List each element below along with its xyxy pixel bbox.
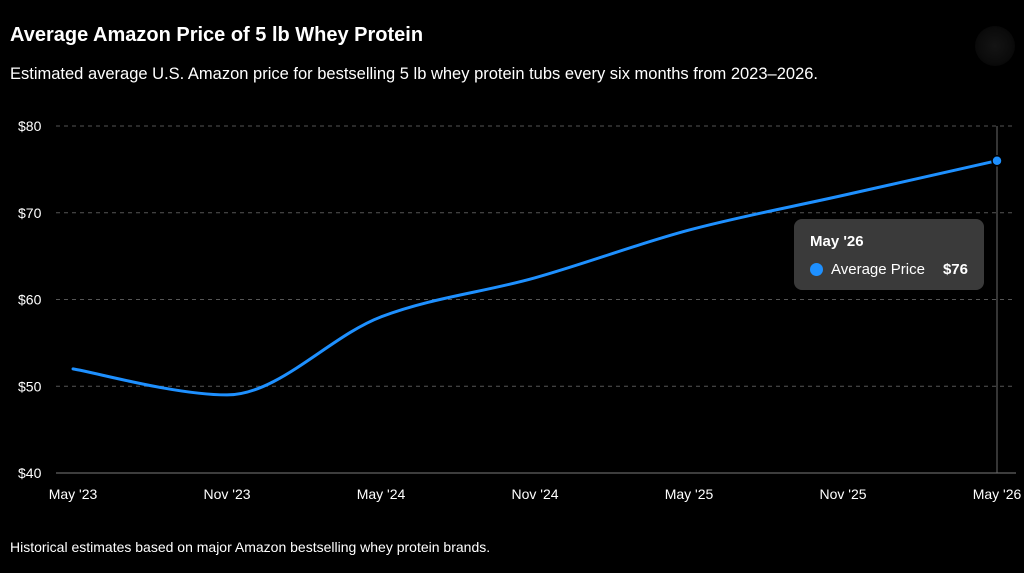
y-tick-label: $70 bbox=[18, 205, 42, 221]
y-tick-label: $40 bbox=[18, 465, 42, 481]
tooltip-series-color-icon bbox=[810, 263, 823, 276]
chart-title: Average Amazon Price of 5 lb Whey Protei… bbox=[10, 24, 424, 46]
x-axis-tick-labels: May '23 Nov '23 May '24 Nov '24 May '25 Nov '… bbox=[49, 486, 1022, 502]
tooltip-date: May '26 bbox=[810, 233, 864, 250]
grid-lines bbox=[56, 125, 1016, 474]
x-tick-label: May '26 bbox=[973, 486, 1022, 502]
y-tick-label: $50 bbox=[18, 378, 42, 394]
chart-subtitle: Estimated average U.S. Amazon price for … bbox=[10, 65, 819, 83]
series-layer bbox=[71, 154, 1003, 397]
x-tick-label: May '23 bbox=[49, 486, 98, 502]
x-tick-label: Nov '23 bbox=[203, 486, 250, 502]
chart-footnote: Historical estimates based on major Amaz… bbox=[10, 539, 491, 555]
y-tick-label: $60 bbox=[18, 292, 42, 308]
tooltip-series-name: Average Price bbox=[831, 261, 925, 278]
x-tick-label: Nov '25 bbox=[819, 486, 866, 502]
x-tick-label: Nov '24 bbox=[511, 486, 558, 502]
tooltip-value: $76 bbox=[942, 261, 968, 278]
series-line-average-price[interactable] bbox=[71, 159, 999, 397]
highlighted-data-point[interactable] bbox=[991, 154, 1003, 167]
corner-logo-icon bbox=[975, 26, 1015, 66]
y-tick-label: $80 bbox=[18, 118, 42, 134]
x-tick-label: May '25 bbox=[665, 486, 714, 502]
data-tooltip: May '26 Average Price $76 bbox=[794, 219, 984, 290]
x-tick-label: May '24 bbox=[357, 486, 406, 502]
y-axis-tick-labels: $40 $50 $60 $70 $80 bbox=[18, 118, 42, 481]
